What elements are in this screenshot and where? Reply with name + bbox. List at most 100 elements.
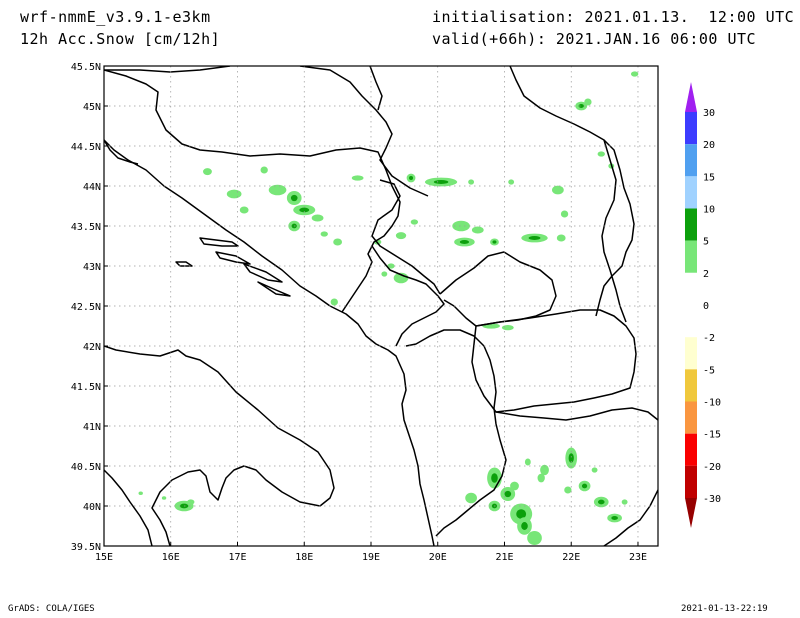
- snow-patch-moderate: [528, 236, 541, 240]
- footer-timestamp: 2021-01-13-22:19: [681, 604, 768, 614]
- lat-tick-label: 40N: [83, 502, 101, 513]
- lon-tick-label: 15E: [95, 552, 113, 563]
- snow-patch-moderate: [521, 522, 528, 530]
- snow-patch-moderate: [492, 240, 497, 244]
- greece-north-border: [495, 407, 658, 421]
- lon-tick-label: 19E: [362, 552, 380, 563]
- snow-patch-light: [239, 206, 249, 214]
- legend-color-box: [685, 465, 697, 498]
- legend-level-label: 30: [703, 108, 715, 119]
- axis-tick-labels: 15E 16E 17E 18E 19E 20E 21E 22E 23E 39.5N 40N 40.5N…: [71, 62, 647, 563]
- lat-tick-label: 42N: [83, 342, 101, 353]
- north-border: [369, 66, 635, 317]
- snow-patch-light: [351, 175, 364, 181]
- legend-level-label: 0: [703, 301, 709, 312]
- lat-tick-label: 43N: [83, 262, 101, 273]
- snow-patch-moderate: [491, 473, 498, 483]
- istria: [104, 139, 139, 165]
- legend-color-box: [685, 144, 697, 177]
- legend-color-box: [685, 369, 697, 402]
- legend-color-box: [685, 208, 697, 241]
- greece-coast: [603, 489, 658, 546]
- snow-patch-moderate: [578, 104, 584, 108]
- kosovo-border: [439, 251, 557, 327]
- italy-tyrrhenian-coast: [104, 469, 153, 546]
- legend-top-arrow: [685, 82, 697, 112]
- legend-level-label: 2: [703, 269, 709, 280]
- legend-level-label: -2: [703, 333, 715, 344]
- snow-patch-light: [138, 491, 143, 495]
- snow-patch-light: [552, 185, 564, 195]
- lat-tick-label: 41N: [83, 422, 101, 433]
- island-5: [257, 281, 291, 297]
- snow-patch-light: [621, 499, 628, 505]
- country-borders: [104, 66, 658, 546]
- snow-patch-light: [410, 219, 419, 225]
- lon-tick-label: 23E: [629, 552, 647, 563]
- island-2: [175, 261, 193, 267]
- croatia-bosnia-border: [104, 69, 401, 313]
- lat-tick-label: 43.5N: [71, 222, 101, 233]
- legend-color-box: [685, 176, 697, 209]
- snow-accumulation-layer: [138, 71, 639, 546]
- snow-patch-light: [395, 232, 407, 240]
- legend-level-label: 5: [703, 237, 709, 248]
- legend-color-box: [685, 240, 697, 273]
- snow-patch-light: [537, 473, 545, 483]
- snow-patch-light: [501, 324, 514, 331]
- snow-patch-light: [260, 166, 268, 174]
- snow-patch-light: [524, 458, 531, 466]
- snow-patch-light: [471, 226, 484, 234]
- island-4: [243, 263, 283, 283]
- snow-patch-light: [381, 271, 388, 277]
- legend-bottom-arrow: [685, 498, 697, 528]
- snow-patch-light: [560, 210, 569, 218]
- snow-patch-light: [161, 496, 167, 500]
- lat-lon-grid: [104, 66, 658, 546]
- lon-tick-label: 21E: [495, 552, 513, 563]
- balkan-adriatic-coast: [104, 139, 435, 546]
- legend-level-label: -10: [703, 398, 721, 409]
- lat-tick-label: 45.5N: [71, 62, 101, 73]
- snow-patch-light: [465, 492, 477, 504]
- snow-patch-light: [584, 98, 592, 106]
- legend-color-box: [685, 272, 697, 305]
- legend-level-label: -20: [703, 462, 721, 473]
- snow-patch-light: [333, 238, 343, 246]
- snow-patch-light: [510, 481, 519, 491]
- legend-color-box: [685, 112, 697, 145]
- lon-tick-label: 22E: [562, 552, 580, 563]
- snow-patch-moderate: [459, 240, 470, 244]
- snow-patch-light: [320, 231, 328, 237]
- legend-level-label: 20: [703, 140, 715, 151]
- montenegro-border: [371, 245, 445, 347]
- macedonia-border: [471, 309, 637, 413]
- legend-color-box: [685, 337, 697, 370]
- lat-tick-label: 40.5N: [71, 462, 101, 473]
- model-title: wrf-nmmE_v3.9.1-e3km: [20, 8, 211, 26]
- snow-patch-light: [387, 263, 395, 269]
- snow-patch-light: [226, 189, 242, 199]
- snow-patch-light: [330, 298, 338, 306]
- lat-tick-label: 41.5N: [71, 382, 101, 393]
- lon-tick-label: 16E: [162, 552, 180, 563]
- legend-level-label: -30: [703, 494, 721, 505]
- lat-tick-label: 44.5N: [71, 142, 101, 153]
- snow-patch-light: [591, 467, 598, 473]
- bulgaria-border: [601, 139, 627, 323]
- snow-patch-moderate: [597, 499, 605, 505]
- snow-patch-light: [527, 530, 542, 546]
- snow-patch-light: [508, 179, 515, 185]
- footer-credit: GrADS: COLA/IGES: [8, 604, 95, 614]
- legend-level-label: 10: [703, 205, 715, 216]
- lat-tick-label: 44N: [83, 182, 101, 193]
- legend-level-label: -15: [703, 430, 721, 441]
- snow-patch-moderate: [504, 490, 512, 498]
- snow-patch-moderate: [409, 176, 414, 180]
- snow-patch-light: [597, 151, 605, 157]
- legend-level-label: 15: [703, 172, 715, 183]
- snow-patch-moderate: [299, 207, 310, 213]
- lat-tick-label: 39.5N: [71, 542, 101, 553]
- field-title: 12h Acc.Snow [cm/12h]: [20, 30, 221, 48]
